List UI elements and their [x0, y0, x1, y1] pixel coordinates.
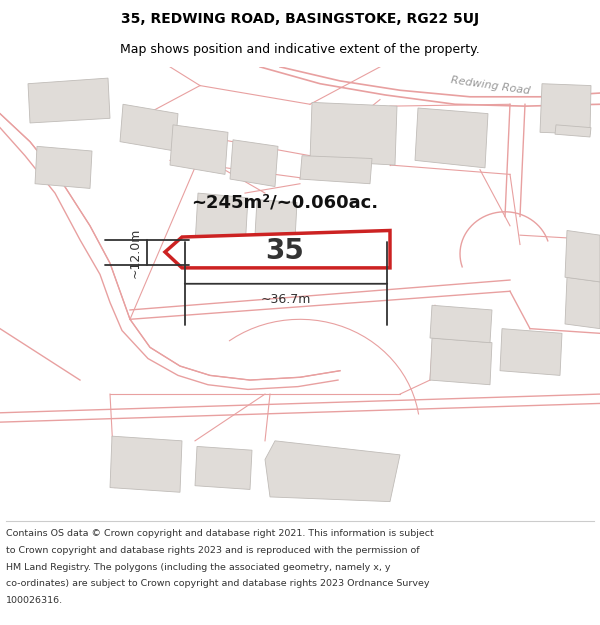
- Polygon shape: [28, 78, 110, 123]
- Text: co-ordinates) are subject to Crown copyright and database rights 2023 Ordnance S: co-ordinates) are subject to Crown copyr…: [6, 579, 430, 588]
- Polygon shape: [310, 102, 397, 165]
- Polygon shape: [500, 329, 562, 376]
- Polygon shape: [565, 231, 600, 282]
- Polygon shape: [110, 436, 182, 492]
- Polygon shape: [35, 146, 92, 188]
- Text: HM Land Registry. The polygons (including the associated geometry, namely x, y: HM Land Registry. The polygons (includin…: [6, 562, 391, 571]
- Text: 100026316.: 100026316.: [6, 596, 63, 605]
- Polygon shape: [230, 140, 278, 186]
- Text: Map shows position and indicative extent of the property.: Map shows position and indicative extent…: [120, 43, 480, 56]
- Text: to Crown copyright and database rights 2023 and is reproduced with the permissio: to Crown copyright and database rights 2…: [6, 546, 419, 555]
- Polygon shape: [555, 125, 591, 137]
- Text: ~12.0m: ~12.0m: [129, 228, 142, 278]
- Polygon shape: [255, 199, 297, 240]
- Polygon shape: [565, 278, 600, 329]
- Polygon shape: [120, 104, 178, 151]
- Text: 35, REDWING ROAD, BASINGSTOKE, RG22 5UJ: 35, REDWING ROAD, BASINGSTOKE, RG22 5UJ: [121, 12, 479, 26]
- Polygon shape: [300, 156, 372, 184]
- Text: Redwing Road: Redwing Road: [449, 75, 530, 96]
- Polygon shape: [195, 193, 248, 249]
- Text: 35: 35: [266, 237, 304, 265]
- Text: ~36.7m: ~36.7m: [261, 293, 311, 306]
- Polygon shape: [540, 84, 591, 134]
- Text: Contains OS data © Crown copyright and database right 2021. This information is : Contains OS data © Crown copyright and d…: [6, 529, 434, 538]
- Polygon shape: [430, 305, 492, 343]
- Polygon shape: [415, 108, 488, 168]
- Polygon shape: [265, 441, 400, 502]
- Polygon shape: [430, 338, 492, 385]
- Polygon shape: [165, 231, 390, 268]
- Text: ~245m²/~0.060ac.: ~245m²/~0.060ac.: [191, 193, 379, 211]
- Polygon shape: [195, 446, 252, 489]
- Polygon shape: [170, 125, 228, 174]
